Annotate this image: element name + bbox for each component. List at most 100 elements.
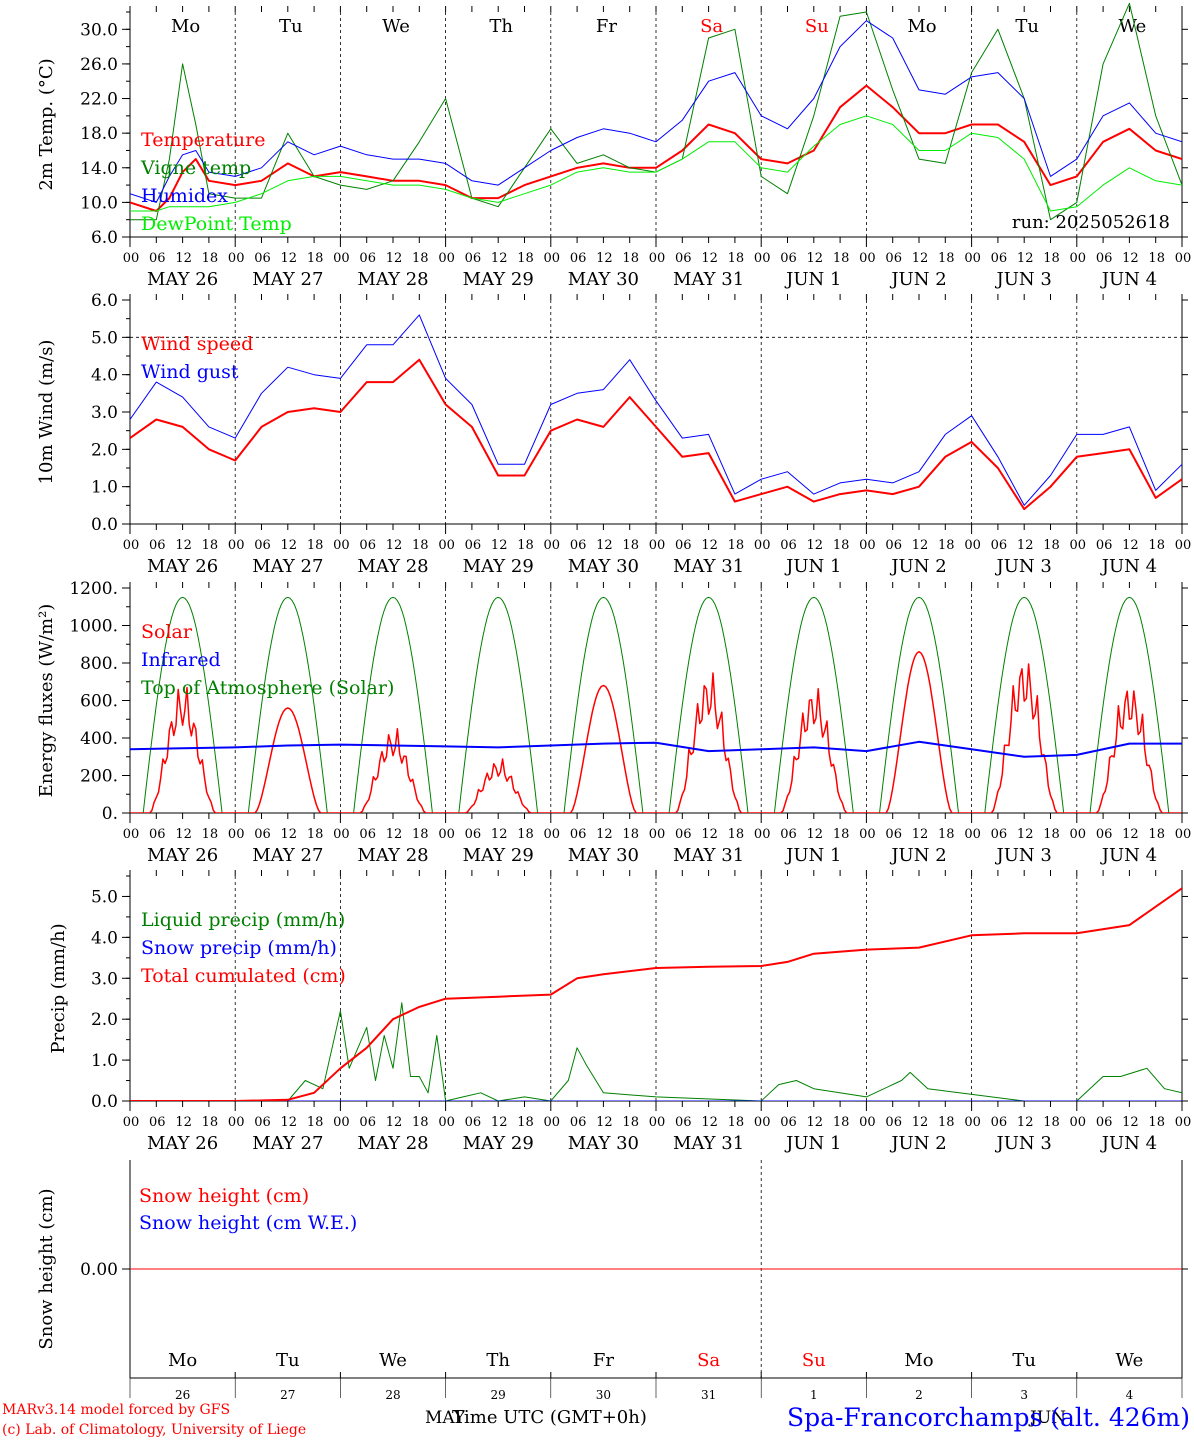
- x-hour-label: 18: [728, 251, 745, 266]
- x-hour-label: 18: [307, 251, 324, 266]
- x-date-label: MAY 27: [252, 269, 323, 290]
- x-day-number: 3: [1020, 1388, 1028, 1402]
- x-hour-label: 00: [333, 538, 350, 553]
- y-tick-label: 3.0: [91, 403, 118, 423]
- x-hour-label: 18: [622, 827, 639, 842]
- x-hour-label: 12: [1122, 1115, 1139, 1130]
- x-hour-label: 12: [1017, 251, 1034, 266]
- x-date-label: MAY 28: [357, 845, 428, 866]
- x-hour-label: 06: [570, 538, 587, 553]
- x-hour-label: 18: [412, 827, 429, 842]
- x-hour-label: 06: [780, 538, 797, 553]
- x-hour-label: 18: [622, 251, 639, 266]
- plot-area: [130, 2, 1182, 221]
- y-axis-title: 10m Wind (m/s): [36, 340, 57, 485]
- x-hour-label: 18: [412, 251, 429, 266]
- x-date-label: JUN 2: [889, 556, 946, 577]
- x-hour-label: 12: [281, 251, 298, 266]
- x-hour-label: 00: [859, 251, 876, 266]
- plot-area: [130, 887, 1182, 1101]
- weekday-label: Tu: [1015, 16, 1039, 37]
- x-hour-label: 18: [202, 538, 219, 553]
- x-hour-label: 00: [964, 251, 981, 266]
- weekday-label: Mo: [907, 16, 936, 37]
- weekday-label: Su: [805, 16, 829, 37]
- x-date-label: JUN 1: [784, 845, 841, 866]
- y-tick-label: 5.0: [91, 887, 118, 907]
- x-hour-label: 18: [938, 827, 955, 842]
- x-hour-label: 12: [596, 538, 613, 553]
- x-date-label: MAY 27: [252, 845, 323, 866]
- x-hour-label: 18: [833, 538, 850, 553]
- x-hour-label: 12: [912, 1115, 929, 1130]
- x-hour-label: 18: [517, 251, 534, 266]
- x-hour-label: 00: [438, 538, 455, 553]
- x-hour-label: 18: [1148, 1115, 1165, 1130]
- x-hour-label: 12: [912, 827, 929, 842]
- legend-entry: Snow height (cm W.E.): [139, 1212, 357, 1234]
- weekday-label: Sa: [700, 16, 723, 37]
- x-hour-label: 06: [675, 827, 692, 842]
- x-day-number: 28: [385, 1388, 400, 1402]
- panel-3: 0. 200. 400. 600. 800. 1000. 1200. Energy fluxe…: [36, 579, 1191, 866]
- x-date-label: MAY 30: [568, 1133, 639, 1154]
- x-hour-label: 06: [1096, 1115, 1113, 1130]
- x-hour-label: 18: [307, 538, 324, 553]
- series-line-1: [130, 314, 1182, 506]
- x-hour-label: 00: [438, 827, 455, 842]
- x-date-label: JUN 2: [889, 845, 946, 866]
- x-hour-label: 12: [175, 538, 192, 553]
- x-hour-label: 12: [281, 538, 298, 553]
- x-hour-label: 06: [885, 251, 902, 266]
- x-hour-label: 18: [517, 538, 534, 553]
- x-hour-label: 06: [885, 538, 902, 553]
- x-hour-label: 00: [1070, 251, 1087, 266]
- x-hour-label: 00: [1175, 827, 1192, 842]
- series-line-solar: [130, 651, 1182, 813]
- x-date-label: MAY 31: [673, 269, 744, 290]
- x-hour-label: 06: [885, 827, 902, 842]
- model-credit: MARv3.14 model forced by GFS: [2, 1402, 230, 1418]
- y-tick-label: 0.0: [91, 515, 118, 535]
- y-tick-label: 14.0: [80, 159, 118, 179]
- x-hour-label: 12: [281, 1115, 298, 1130]
- weekday-label: Tu: [276, 1350, 300, 1371]
- x-hour-label: 18: [202, 1115, 219, 1130]
- y-tick-label: 4.0: [91, 928, 118, 948]
- x-hour-label: 12: [701, 251, 718, 266]
- x-date-label: MAY 30: [568, 269, 639, 290]
- x-hour-label: 12: [1017, 538, 1034, 553]
- x-date-label: MAY 30: [568, 845, 639, 866]
- legend-entry: Wind speed: [141, 333, 253, 355]
- x-date-label: MAY 29: [463, 269, 534, 290]
- legend-entry: Snow precip (mm/h): [141, 937, 337, 959]
- x-hour-label: 06: [780, 251, 797, 266]
- x-hour-label: 00: [649, 251, 666, 266]
- x-hour-label: 12: [386, 538, 403, 553]
- x-hour-label: 18: [412, 1115, 429, 1130]
- x-date-label: MAY 29: [463, 1133, 534, 1154]
- x-hour-label: 06: [1096, 827, 1113, 842]
- x-date-label: MAY 31: [673, 845, 744, 866]
- x-hour-label: 00: [859, 1115, 876, 1130]
- x-axis-title: Time UTC (GMT+0h): [452, 1407, 647, 1428]
- x-hour-label: 00: [544, 538, 561, 553]
- x-hour-label: 00: [123, 538, 140, 553]
- y-axis-title: Snow height (cm): [36, 1188, 57, 1349]
- x-hour-label: 12: [175, 251, 192, 266]
- x-hour-label: 12: [701, 538, 718, 553]
- x-hour-label: 18: [938, 538, 955, 553]
- x-hour-label: 12: [1122, 251, 1139, 266]
- x-hour-label: 18: [307, 1115, 324, 1130]
- x-hour-label: 06: [780, 827, 797, 842]
- panel-5: 0.00 Snow height (cm) 26 27 28 29 30 31 1 2 3 4 Mo Tu…: [36, 1160, 1188, 1402]
- x-hour-label: 06: [465, 538, 482, 553]
- y-tick-label: 6.0: [91, 228, 118, 248]
- x-hour-label: 06: [675, 538, 692, 553]
- x-hour-label: 06: [991, 251, 1008, 266]
- weekday-label: Th: [489, 16, 513, 37]
- x-hour-label: 18: [1043, 538, 1060, 553]
- x-hour-label: 06: [675, 251, 692, 266]
- x-hour-label: 06: [359, 1115, 376, 1130]
- x-hour-label: 18: [1148, 251, 1165, 266]
